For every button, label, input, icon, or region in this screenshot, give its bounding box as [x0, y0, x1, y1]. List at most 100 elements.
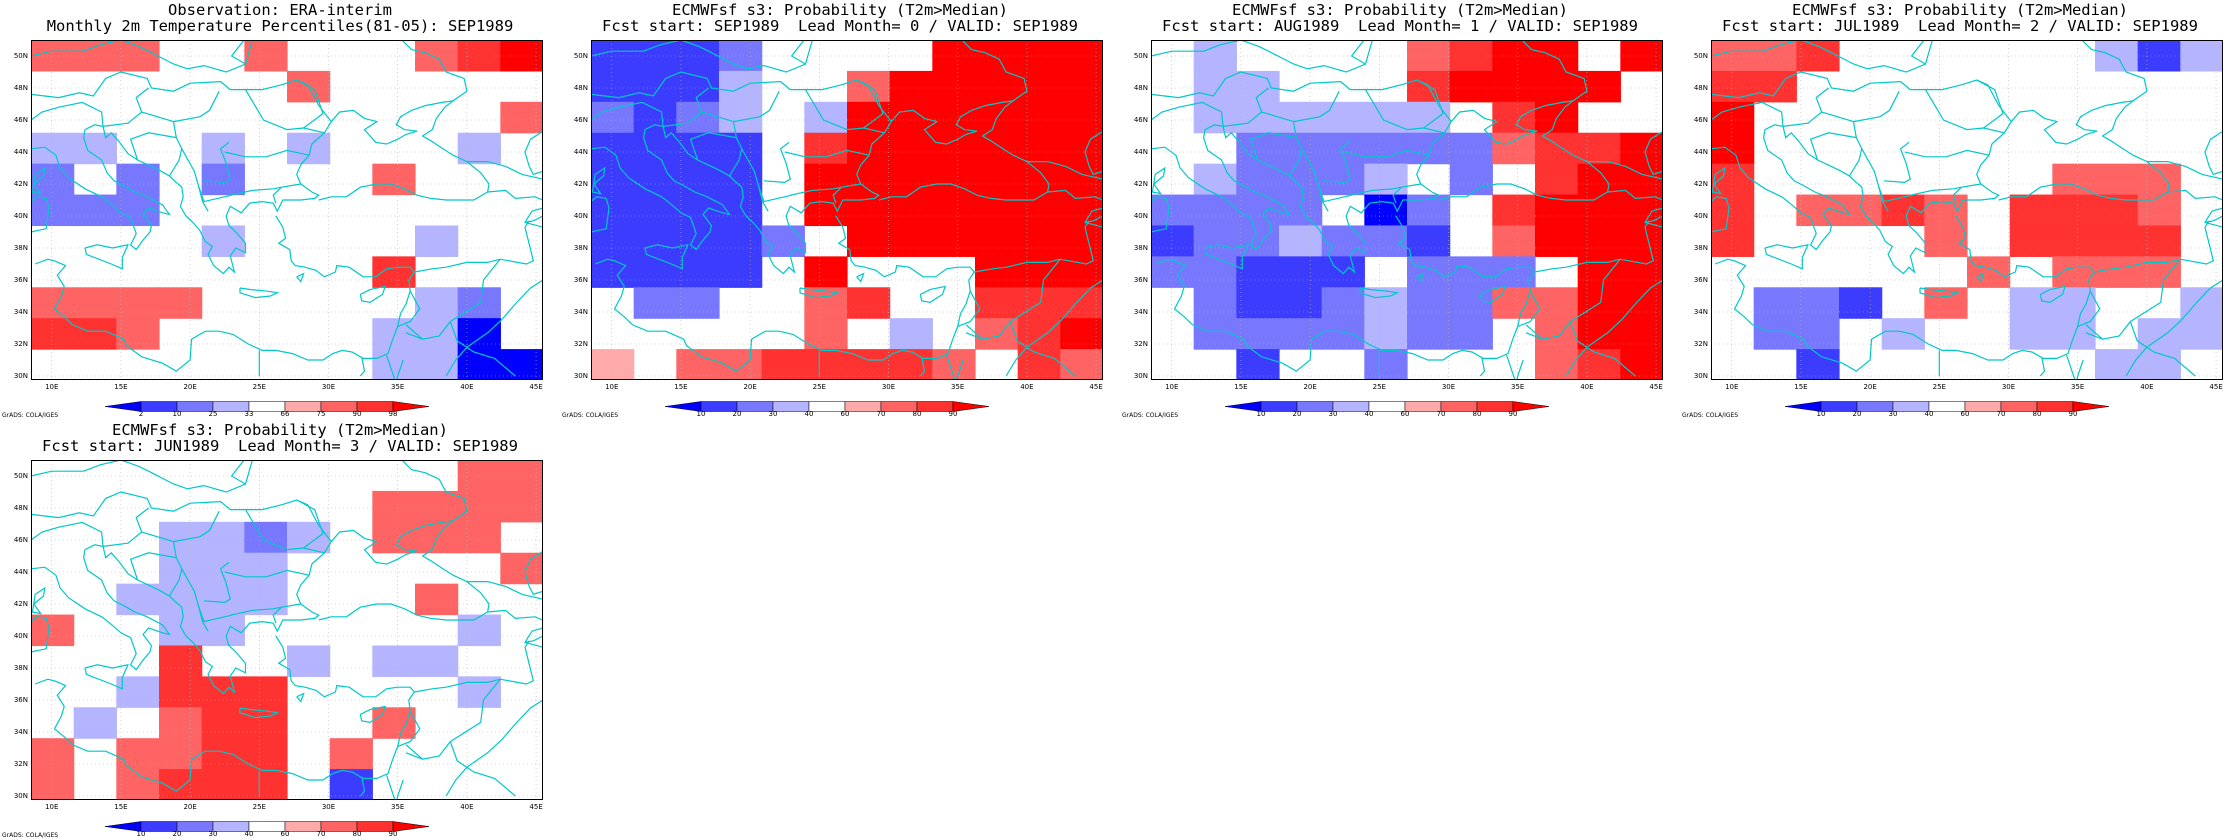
- grid-cell: [932, 163, 976, 196]
- lat-tick-label: 42N: [13, 600, 28, 608]
- grid-cell: [932, 70, 976, 103]
- grid-cell: [1924, 287, 1968, 319]
- grid-cell: [633, 132, 677, 165]
- grid-cell: [1017, 318, 1061, 350]
- coastline: [2204, 207, 2223, 228]
- grid-cell: [889, 163, 933, 196]
- lon-tick-label: 25E: [252, 383, 266, 391]
- map-area: [1711, 40, 2223, 380]
- coastline: [784, 149, 870, 158]
- grid-cell: [2137, 256, 2181, 288]
- coastline: [733, 90, 780, 123]
- coastline: [790, 183, 861, 196]
- panel-forecast-lead2: ECMWFsf s3: Probability (T2m>Median) Fcs…: [1680, 0, 2240, 420]
- coastline: [1479, 285, 1507, 304]
- colorbar-segment: [392, 821, 430, 832]
- coastline: [1249, 132, 1297, 161]
- grid-cell: [1364, 101, 1408, 134]
- lon-tick-label: 10E: [605, 383, 619, 391]
- colorbar-tick-label: 40: [244, 830, 254, 838]
- coastline: [644, 243, 689, 270]
- coastline: [1517, 290, 1541, 327]
- grid-cell: [633, 225, 677, 257]
- colorbar: [104, 398, 430, 412]
- colorbar-tick-label: 30: [768, 410, 778, 418]
- grid-cell: [1881, 318, 1925, 350]
- lat-tick-label: 40N: [1693, 212, 1708, 220]
- lat-tick-label: 38N: [13, 244, 28, 252]
- coastline: [591, 196, 610, 233]
- grid-cell: [719, 70, 763, 103]
- lon-tick-label: 15E: [114, 803, 128, 811]
- grid-cell: [889, 194, 933, 227]
- colorbar: [664, 398, 990, 412]
- grid-cell: [372, 490, 416, 523]
- coastline: [466, 581, 543, 600]
- grid-cell: [329, 738, 373, 770]
- coastline: [2039, 356, 2046, 377]
- lat-tick-label: 36N: [13, 696, 28, 704]
- colorbar-segment: [952, 401, 990, 412]
- grid-cell: [2052, 194, 2096, 227]
- grid-cell: [1407, 132, 1451, 165]
- map-svg: [31, 40, 543, 380]
- coastline: [272, 186, 282, 204]
- lon-tick-label: 20E: [743, 383, 757, 391]
- grid-cell: [633, 163, 677, 196]
- grid-cell: [244, 707, 288, 739]
- colorbar-tick-label: 60: [840, 410, 850, 418]
- lon-tick-label: 20E: [183, 383, 197, 391]
- grid-cell: [244, 738, 288, 770]
- coastline: [1877, 185, 1912, 203]
- coastline: [1323, 141, 1351, 184]
- grid-cell: [1279, 132, 1323, 165]
- grid-cell: [633, 101, 677, 134]
- grid-cell: [159, 287, 203, 319]
- coastline: [487, 189, 543, 201]
- coastline: [239, 707, 280, 719]
- coastline: [1026, 161, 1103, 180]
- coastline: [1644, 207, 1663, 228]
- grid-cell: [1060, 70, 1103, 103]
- grid-cell: [159, 676, 203, 708]
- lon-tick-label: 45E: [1649, 383, 1663, 391]
- coastline: [303, 127, 325, 134]
- coastline: [1607, 189, 1663, 201]
- coastline: [230, 603, 301, 616]
- lon-tick-label: 15E: [674, 383, 688, 391]
- coastline: [1534, 220, 1655, 273]
- coastline: [1151, 40, 1373, 73]
- grid-cell: [2095, 225, 2139, 257]
- coastline: [524, 635, 543, 643]
- coastline: [1359, 287, 1400, 299]
- grid-cell: [2137, 225, 2181, 257]
- coastline: [1782, 111, 1889, 212]
- colorbar-tick-label: 10: [136, 830, 146, 838]
- coastline: [1151, 99, 1610, 275]
- coastline: [2081, 40, 2148, 102]
- coastline: [84, 663, 129, 690]
- grid-cell: [2009, 287, 2053, 319]
- lat-tick-label: 46N: [1133, 116, 1148, 124]
- grid-cell: [804, 349, 848, 380]
- coastline: [1288, 148, 1303, 177]
- grid-cell: [1321, 318, 1365, 350]
- grid-cell: [804, 256, 848, 288]
- coastline: [1479, 356, 1486, 377]
- panel-forecast-lead3: ECMWFsf s3: Probability (T2m>Median) Fcs…: [0, 420, 560, 840]
- colorbar-tick-label: 10: [1256, 410, 1266, 418]
- grads-footer: GrADS: COLA/IGES: [1682, 412, 1739, 419]
- lat-tick-label: 32N: [13, 340, 28, 348]
- grid-cell: [73, 707, 117, 739]
- colorbar-tick-label: 60: [1960, 410, 1970, 418]
- grid-cell: [372, 256, 416, 288]
- grid-cell: [1492, 256, 1536, 288]
- grid-cell: [1577, 256, 1621, 288]
- grid-cell: [1193, 256, 1237, 288]
- coastline: [1151, 101, 1224, 127]
- grid-cell: [1449, 70, 1493, 103]
- grid-cell: [201, 521, 245, 554]
- colorbar-segment: [1512, 401, 1550, 412]
- colorbar-tick-label: 25: [208, 410, 218, 418]
- grid-cell: [1321, 101, 1365, 134]
